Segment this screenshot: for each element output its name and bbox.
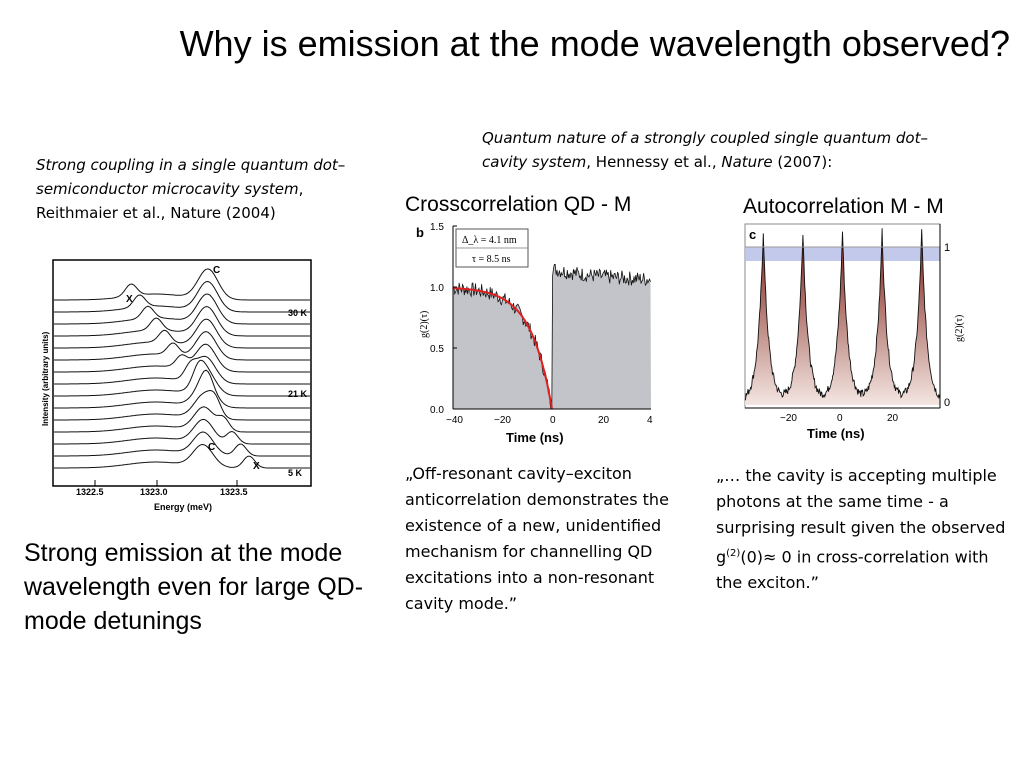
pl-spectrum-curve (54, 369, 310, 409)
cross-xaxis-label: Time (ns) (506, 430, 564, 445)
pl-spectrum-curve (54, 389, 310, 421)
pl-spectra-figure: 1322.5 1323.0 1323.5 Energy (meV) Intens… (41, 259, 312, 512)
auto-panel-heading: Autocorrelation M - M (743, 195, 944, 218)
right-citation-title: Quantum nature of a strongly coupled sin… (482, 129, 928, 171)
pl-spectra-curves (54, 268, 310, 469)
auto-quote-superscript: (2) (726, 548, 741, 559)
right-citation-authors: , Hennessy et al., (586, 153, 722, 171)
pl-spectrum-curve (54, 318, 310, 349)
right-citation-year: (2007): (772, 153, 833, 171)
pl-peak-label-c: C (213, 265, 220, 276)
auto-xtick-label: 20 (887, 413, 899, 424)
pl-temp-label: 5 K (288, 468, 303, 478)
pl-spectrum-curve (54, 406, 310, 433)
left-caption: Strong emission at the mode wavelength e… (24, 539, 364, 635)
pl-xtick-label: 1323.5 (220, 487, 248, 497)
pl-spectrum-curve (54, 268, 310, 301)
cross-ytick-label: 1.5 (430, 222, 444, 233)
auto-panel-letter: c (749, 227, 756, 242)
cross-xtick-label: 20 (598, 415, 610, 426)
auto-xaxis-label: Time (ns) (807, 426, 865, 441)
cross-correlation-plot: 1.5 1.0 0.5 0.0 −40 −20 0 20 4 b Δ_λ = 4… (416, 222, 653, 426)
cross-xtick-label: −20 (494, 415, 511, 426)
cross-yaxis-label: g(2)(τ) (419, 311, 430, 338)
auto-xtick-label: 0 (837, 413, 843, 424)
auto-xtick-label: −20 (780, 413, 797, 424)
auto-ytick-label: 0 (944, 397, 950, 409)
pl-peak-label-x: X (126, 294, 133, 305)
auto-data-layer (744, 228, 941, 405)
cross-xtick-label: 0 (550, 415, 556, 426)
pl-temp-label: 21 K (288, 389, 308, 399)
autocorrelation-plot: c 1 0 −20 0 20 g(2)(τ) (744, 223, 965, 424)
cross-fit-curve (452, 287, 553, 410)
pl-temp-label: 30 K (288, 308, 308, 318)
slide-title: Why is emission at the mode wavelength o… (179, 23, 1010, 64)
pl-xaxis-label: Energy (meV) (154, 502, 212, 512)
cross-panel-heading: Crosscorrelation QD - M (405, 193, 632, 216)
auto-quote-start: „… the cavity is accepting multiple phot… (716, 466, 1006, 567)
pl-spectrum-curve (54, 359, 310, 397)
pl-spectrum-curve (54, 306, 310, 337)
auto-ytick-label: 1 (944, 242, 950, 254)
left-citation: Strong coupling in a single quantum dot–… (36, 153, 376, 225)
auto-quote: „… the cavity is accepting multiple phot… (716, 463, 1016, 596)
pl-spectrum-curve (54, 343, 310, 373)
cross-xtick-label: 4 (647, 415, 653, 426)
right-citation-journal: Nature (721, 153, 773, 171)
pl-spectrum-curve (54, 331, 310, 361)
pl-xtick-label: 1323.0 (140, 487, 168, 497)
pl-spectrum-curve (54, 418, 310, 445)
cross-xtick-label: −40 (446, 415, 463, 426)
cross-legend-tau: τ = 8.5 ns (472, 254, 511, 265)
pl-spectrum-curve (54, 355, 310, 385)
auto-peaks-fill (745, 228, 940, 405)
pl-peak-label-c: C (208, 442, 215, 453)
pl-spectrum-curve (54, 443, 310, 469)
pl-frame (52, 259, 312, 487)
cross-legend-delta: Δ_λ = 4.1 nm (462, 235, 517, 246)
cross-ytick-label: 0.0 (430, 405, 444, 416)
cross-ytick-label: 0.5 (430, 344, 444, 355)
auto-yaxis-label: g(2)(τ) (954, 315, 965, 342)
left-citation-title: Strong coupling in a single quantum dot–… (36, 156, 346, 198)
auto-quote-end: (0)≈ 0 in cross-correlation with the exc… (716, 547, 989, 593)
pl-spectrum-curve (54, 280, 310, 313)
cross-quote: „Off-resonant cavity–exciton anticorrela… (405, 464, 669, 613)
right-citation: Quantum nature of a strongly coupled sin… (482, 126, 942, 174)
auto-data-trace (744, 228, 941, 401)
pl-spectrum-curve (54, 293, 310, 325)
pl-peak-label-x: X (253, 461, 260, 472)
pl-spectrum-curve (54, 431, 310, 457)
cross-ytick-label: 1.0 (430, 283, 444, 294)
cross-panel-letter: b (416, 225, 424, 240)
pl-yaxis-label: Intensity (arbitrary units) (41, 331, 50, 426)
pl-xtick-label: 1322.5 (76, 487, 104, 497)
left-citation-source: , Reithmaier et al., Nature (2004) (36, 180, 304, 222)
